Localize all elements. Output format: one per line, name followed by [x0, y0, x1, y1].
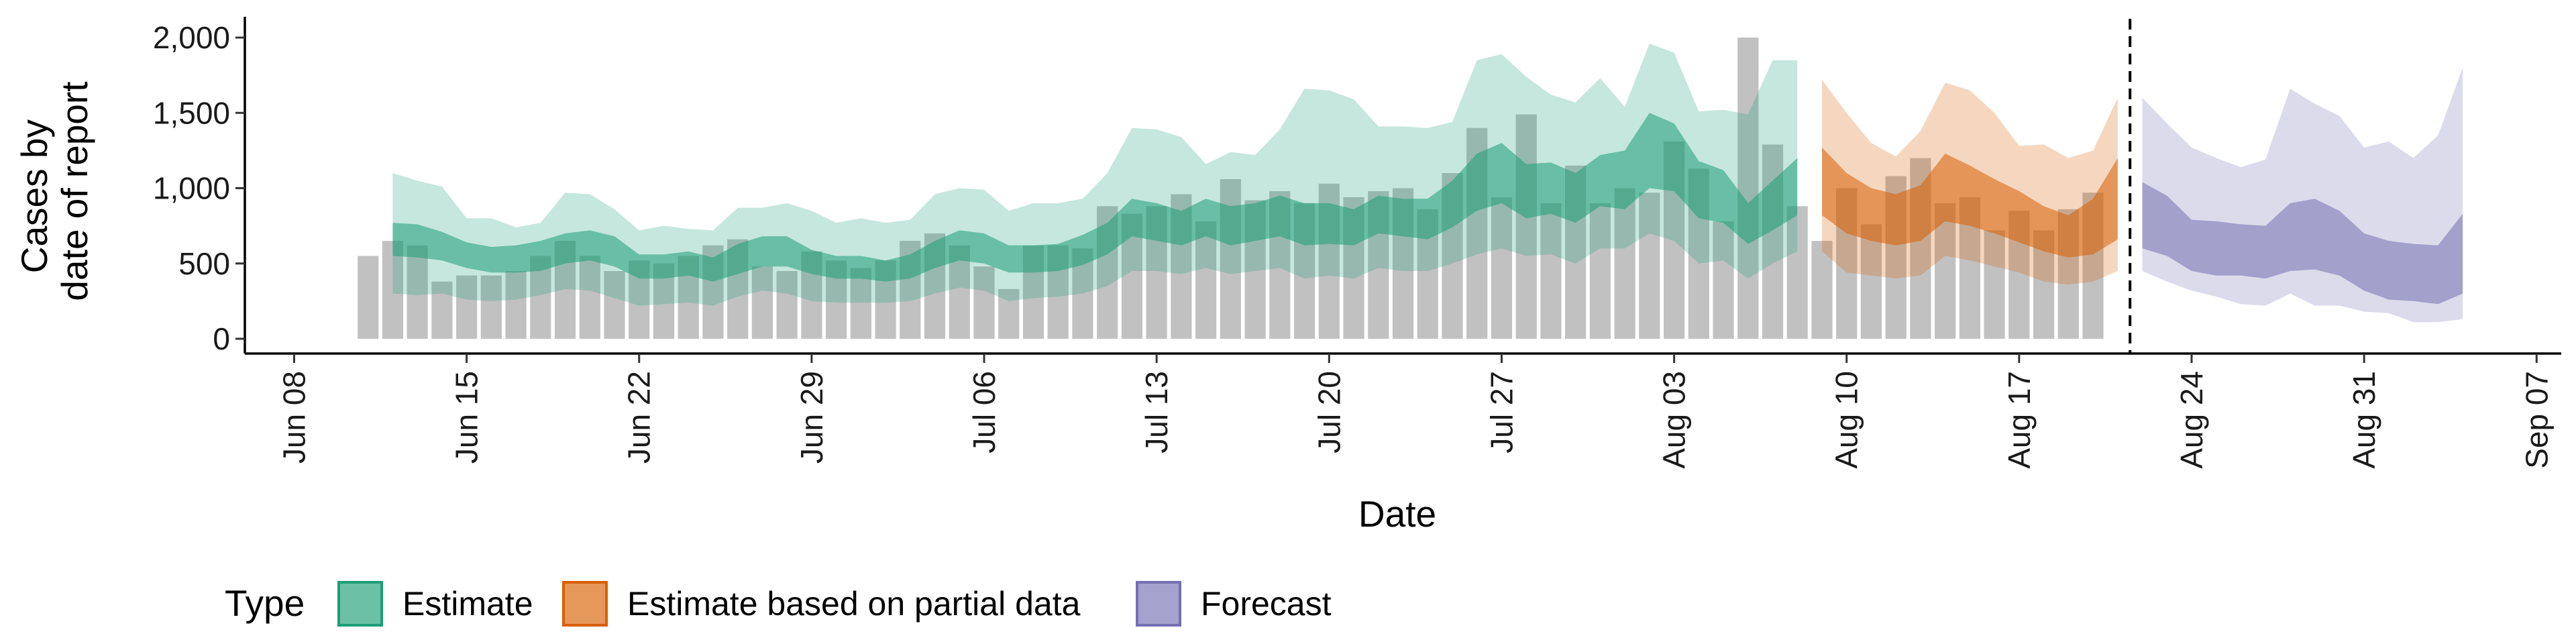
reported-cases-bar	[751, 266, 773, 339]
y-tick-label: 1,500	[153, 95, 230, 130]
reported-cases-bar	[850, 268, 871, 339]
y-tick-label: 1,000	[153, 171, 230, 206]
legend-label: Forecast	[1201, 585, 1332, 623]
x-axis-title: Date	[1358, 493, 1436, 535]
reported-cases-bar	[1984, 230, 2005, 339]
x-tick-label: Aug 24	[2174, 371, 2209, 469]
y-tick-label: 0	[213, 321, 230, 356]
ribbon-90-interval	[392, 44, 1798, 306]
reported-cases-bar	[382, 241, 403, 339]
reported-cases-bar	[431, 281, 453, 339]
ribbon-50-interval	[392, 113, 1798, 282]
reported-cases-bar	[505, 271, 527, 339]
reported-cases-bar	[604, 271, 625, 339]
legend-swatch	[562, 581, 608, 627]
reported-cases-bar	[1860, 224, 1882, 339]
x-tick-label: Jul 20	[1311, 371, 1346, 453]
reported-cases-bar	[1515, 114, 1537, 339]
reported-cases-bar	[1811, 241, 1833, 339]
legend-swatch	[337, 581, 383, 627]
reported-cases-bar	[973, 266, 995, 339]
reported-cases-bar	[998, 288, 1020, 339]
legend-label: Estimate	[402, 585, 533, 623]
ribbon-50-interval	[1822, 147, 2118, 258]
x-tick-label: Jun 08	[276, 371, 311, 464]
legend: Type Estimate Estimate based on partial da…	[225, 581, 1332, 627]
reported-cases-bar	[407, 245, 428, 339]
x-tick-label: Jun 22	[622, 371, 657, 464]
axes: 0 500 1,000 1,500 2,000 Jun 08 Jun 15 Jun 22 Jun…	[153, 17, 2561, 469]
estimate-ribbons	[392, 44, 2463, 323]
x-tick-label: Aug 10	[1829, 371, 1864, 469]
y-tick-label: 2,000	[153, 20, 230, 55]
reported-cases-bar	[1540, 203, 1562, 339]
x-tick-label: Jul 13	[1139, 371, 1174, 453]
reported-cases-bar	[1614, 188, 1635, 339]
y-axis-title-line-1: Cases by	[13, 119, 55, 274]
reported-cases-bar	[456, 275, 478, 339]
legend-label: Estimate based on partial data	[627, 585, 1081, 623]
x-tick-label: Jul 27	[1484, 371, 1519, 453]
y-tick-label: 500	[178, 246, 230, 281]
y-axis-title-line-2: date of report	[54, 81, 95, 301]
x-tick-label: Aug 17	[2002, 371, 2037, 469]
y-axis-title: Cases by date of report	[13, 81, 95, 301]
reported-cases-bar	[358, 256, 379, 339]
ribbon-50-interval	[2142, 182, 2463, 305]
reported-cases-bar	[1737, 38, 1759, 339]
x-tick-label: Jun 15	[449, 371, 484, 464]
reported-cases-bar	[1639, 193, 1660, 339]
x-tick-label: Aug 31	[2347, 371, 2381, 469]
x-tick-label: Jun 29	[794, 371, 829, 464]
reported-cases-bar	[1491, 197, 1512, 339]
legend-swatch	[1136, 581, 1181, 627]
reported-cases-bar	[1786, 206, 1808, 339]
reported-cases-bar	[1589, 203, 1611, 339]
reported-cases-bar	[579, 256, 600, 339]
reported-cases-bar	[776, 271, 798, 339]
x-tick-label: Jul 06	[967, 371, 1002, 453]
reported-cases-bar	[480, 275, 502, 339]
legend-title: Type	[225, 582, 305, 624]
x-tick-label: Aug 03	[1657, 371, 1692, 469]
x-tick-label: Sep 07	[2519, 371, 2554, 469]
reported-cases-bar	[1713, 221, 1734, 339]
reported-cases-bar	[1195, 221, 1217, 339]
